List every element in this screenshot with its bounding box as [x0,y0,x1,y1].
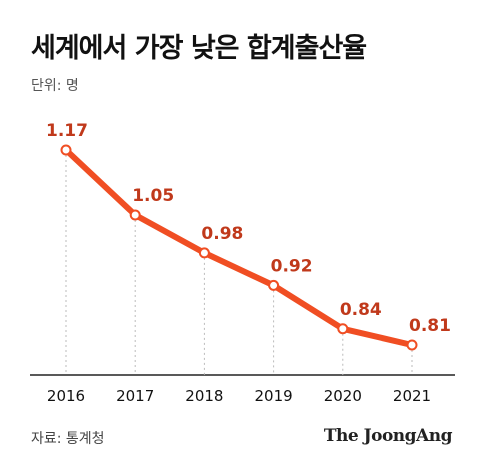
data-point-2016 [60,144,72,156]
data-label-2018: 0.98 [201,224,243,244]
series-line [63,147,415,348]
data-label-2017: 1.05 [132,186,174,206]
x-tick-label-2019: 2019 [255,387,293,405]
data-point-2019 [268,279,280,291]
x-tick-label-2018: 2018 [185,387,223,405]
data-label-2016: 1.17 [46,121,88,141]
data-point-2020 [337,323,349,335]
data-point-2017 [129,209,141,221]
x-tick-label-2021: 2021 [393,387,431,405]
x-tick-label-2020: 2020 [324,387,362,405]
data-label-2019: 0.92 [271,256,313,276]
unit-label: 단위: 명 [31,78,79,94]
x-tick-label-2016: 2016 [47,387,85,405]
x-tick-label-2017: 2017 [116,387,154,405]
data-label-2021: 0.81 [409,316,451,336]
source-note: 자료: 통계청 [31,431,105,447]
chart-title: 세계에서 가장 낮은 합계출산율 [31,33,367,64]
data-label-2020: 0.84 [340,300,382,320]
data-point-2021 [406,339,418,351]
publisher-logo: The JoongAng [323,426,453,446]
data-point-2018 [198,247,210,259]
